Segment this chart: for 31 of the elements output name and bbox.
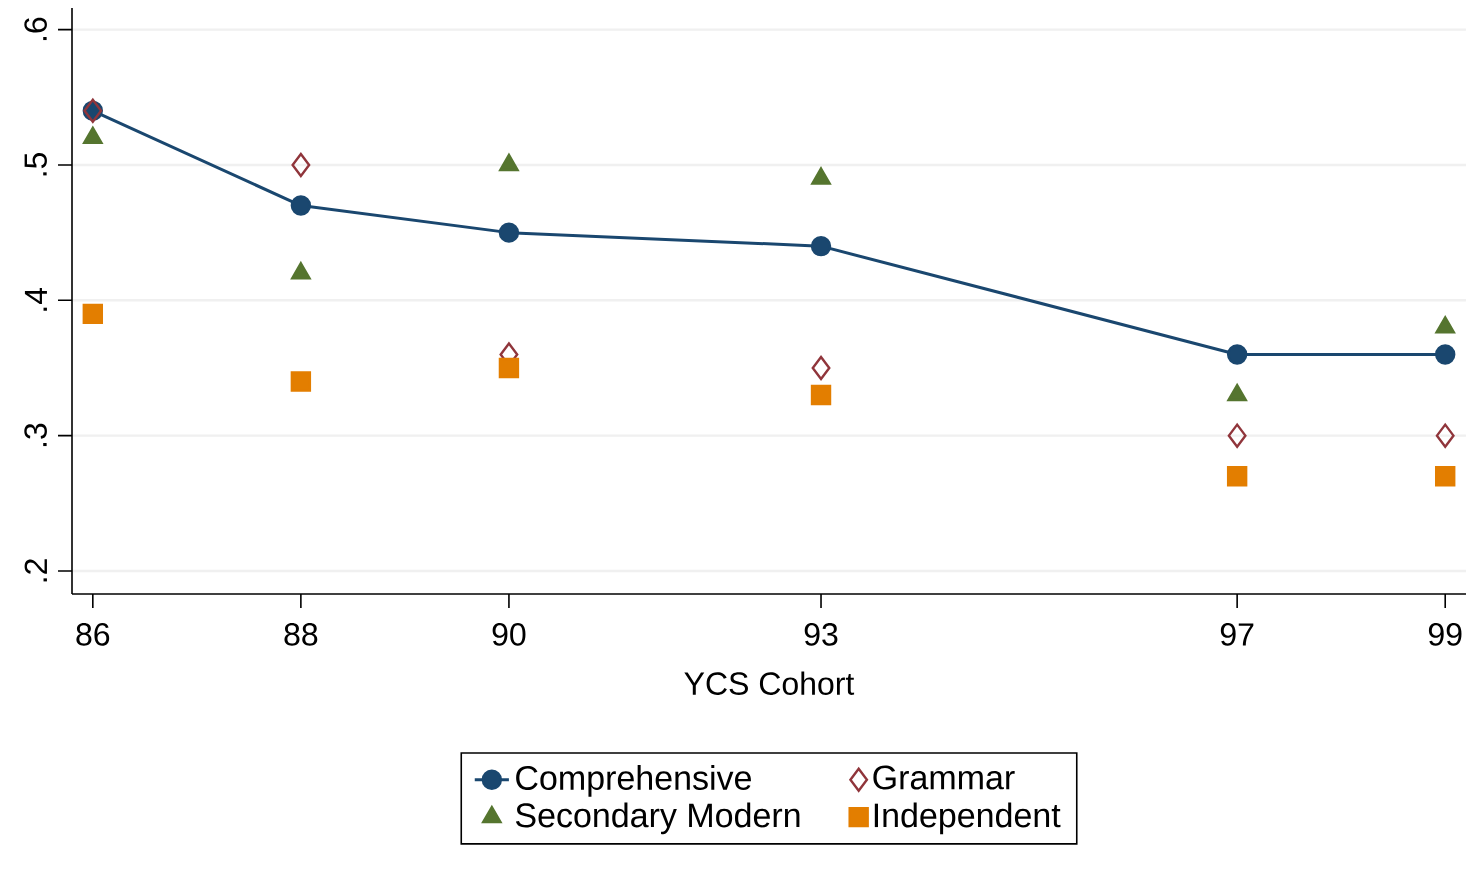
x-tick-label: 99: [1428, 623, 1462, 646]
legend-label: Independent: [874, 802, 1061, 835]
point: [498, 222, 520, 243]
point: [1435, 466, 1456, 487]
point: [291, 152, 311, 178]
point: [290, 195, 312, 216]
x-tick-label: 97: [1220, 623, 1254, 646]
y-tick-label: .6: [24, 17, 47, 41]
y-tick-label: .4: [24, 287, 47, 311]
point: [498, 357, 520, 379]
point: [1227, 423, 1247, 448]
x-axis-title: YCS Cohort: [684, 671, 855, 695]
y-tick-label: .2: [24, 559, 47, 582]
point: [1435, 344, 1456, 365]
x-tick-label: 86: [76, 623, 110, 646]
point: [810, 384, 832, 406]
point: [1226, 344, 1248, 365]
point: [1226, 466, 1248, 487]
point: [811, 355, 831, 381]
legend-label: Comprehensive: [516, 765, 751, 797]
x-tick-label: 90: [492, 623, 526, 646]
legend-label: Secondary Modern: [515, 802, 800, 835]
point: [1435, 423, 1455, 448]
y-tick-label: .5: [24, 152, 47, 176]
point: [82, 303, 104, 325]
x-tick-label: 93: [804, 623, 838, 646]
legend-label: Grammar: [873, 765, 1015, 790]
point: [290, 371, 312, 392]
point: [810, 235, 832, 257]
y-tick-label: .3: [24, 423, 47, 447]
x-tick-label: 88: [284, 623, 318, 646]
